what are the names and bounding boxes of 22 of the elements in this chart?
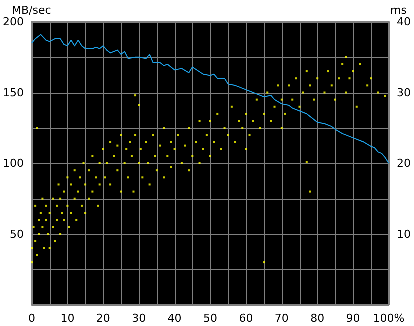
x-tick-label: 80 <box>310 312 325 325</box>
x-tick-label: 90 <box>346 312 360 325</box>
x-tick-label: 30 <box>132 312 146 325</box>
y-axis-title: MB/sec <box>12 4 52 17</box>
y-tick-label: 200 <box>2 16 24 28</box>
y2-axis-title: ms <box>390 4 408 17</box>
y2-tick-label: 10 <box>397 228 412 241</box>
x-tick-label: 0 <box>28 312 36 325</box>
x-tick-label: 20 <box>96 312 110 325</box>
y2-tick-label: 40 <box>397 16 412 28</box>
x-tick-label: 100% <box>373 312 405 325</box>
line-series <box>31 34 390 164</box>
x-tick-label: 10 <box>60 312 75 325</box>
x-tick-label: 40 <box>168 312 182 325</box>
y-tick-label: 50 <box>10 228 24 241</box>
y-tick-label: 150 <box>2 86 24 100</box>
x-tick-label: 50 <box>204 312 218 325</box>
y-tick-label: 100 <box>2 157 24 170</box>
x-tick-label: 70 <box>274 312 289 325</box>
y2-tick-label: 20 <box>397 157 412 170</box>
x-tick-label: 60 <box>239 312 254 325</box>
y2-tick-label: 30 <box>397 86 412 100</box>
